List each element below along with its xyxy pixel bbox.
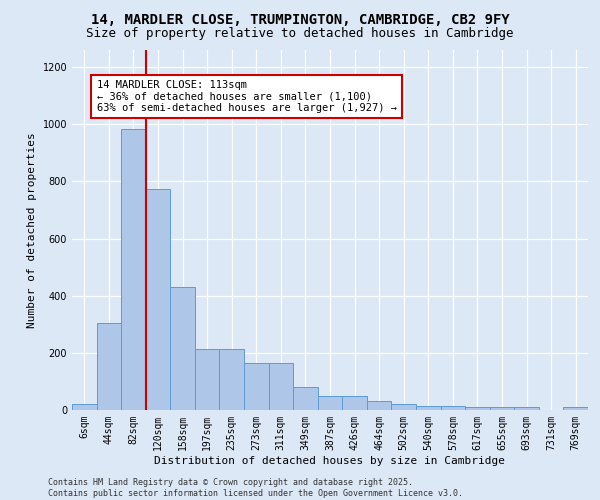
Bar	[170, 287, 195, 410]
Bar	[293, 387, 318, 410]
Text: 14, MARDLER CLOSE, TRUMPINGTON, CAMBRIDGE, CB2 9FY: 14, MARDLER CLOSE, TRUMPINGTON, CAMBRIDG…	[91, 12, 509, 26]
Y-axis label: Number of detached properties: Number of detached properties	[27, 132, 37, 328]
Bar	[342, 396, 367, 410]
Bar	[121, 128, 146, 410]
Text: 14 MARDLER CLOSE: 113sqm
← 36% of detached houses are smaller (1,100)
63% of sem: 14 MARDLER CLOSE: 113sqm ← 36% of detach…	[97, 80, 397, 113]
Bar	[416, 406, 440, 410]
Bar	[514, 406, 539, 410]
Bar	[269, 363, 293, 410]
Text: Contains HM Land Registry data © Crown copyright and database right 2025.
Contai: Contains HM Land Registry data © Crown c…	[48, 478, 463, 498]
Bar	[220, 348, 244, 410]
Bar	[391, 404, 416, 410]
Bar	[563, 406, 588, 410]
X-axis label: Distribution of detached houses by size in Cambridge: Distribution of detached houses by size …	[155, 456, 505, 466]
Bar	[244, 363, 269, 410]
Bar	[440, 406, 465, 410]
Text: Size of property relative to detached houses in Cambridge: Size of property relative to detached ho…	[86, 28, 514, 40]
Bar	[97, 323, 121, 410]
Bar	[146, 188, 170, 410]
Bar	[195, 348, 220, 410]
Bar	[465, 406, 490, 410]
Bar	[367, 402, 391, 410]
Bar	[72, 404, 97, 410]
Bar	[318, 396, 342, 410]
Bar	[490, 406, 514, 410]
